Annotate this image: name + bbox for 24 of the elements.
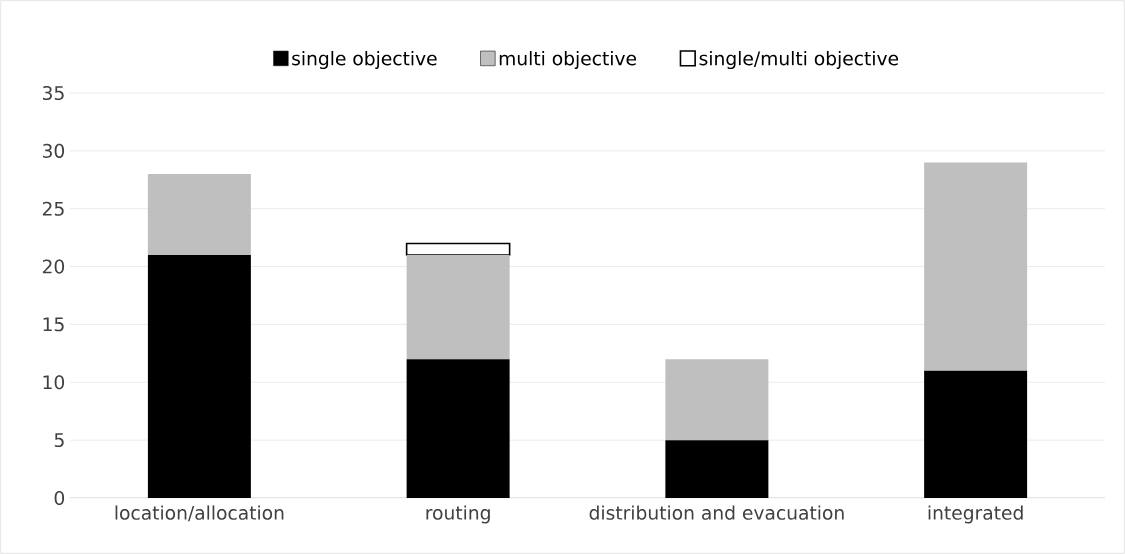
bar — [406, 255, 510, 360]
y-tick-label: 0 — [54, 490, 65, 506]
x-tick-label: distribution and evacuation — [589, 505, 844, 520]
y-tick-label: 25 — [42, 201, 64, 216]
bar — [924, 370, 1028, 498]
x-tick-label: integrated — [928, 505, 1023, 524]
y-tick-label: 10 — [43, 375, 65, 390]
bar — [665, 359, 769, 441]
y-tick-label: 5 — [54, 433, 64, 448]
bar — [406, 359, 510, 498]
bar — [924, 162, 1028, 371]
y-tick-label: 20 — [42, 259, 65, 274]
bar — [665, 440, 769, 498]
y-tick-label: 35 — [42, 85, 64, 101]
bar — [147, 255, 251, 498]
legend-label: single/multi objective — [699, 50, 899, 70]
bar — [147, 174, 251, 255]
bar — [405, 242, 511, 256]
legend-label: multi objective — [499, 50, 637, 70]
legend-label: single objective — [292, 50, 437, 70]
x-tick-label: location/allocation — [115, 505, 284, 522]
x-tick-label: routing — [426, 505, 490, 524]
y-tick-label: 15 — [43, 317, 64, 332]
y-tick-label: 30 — [42, 143, 65, 158]
